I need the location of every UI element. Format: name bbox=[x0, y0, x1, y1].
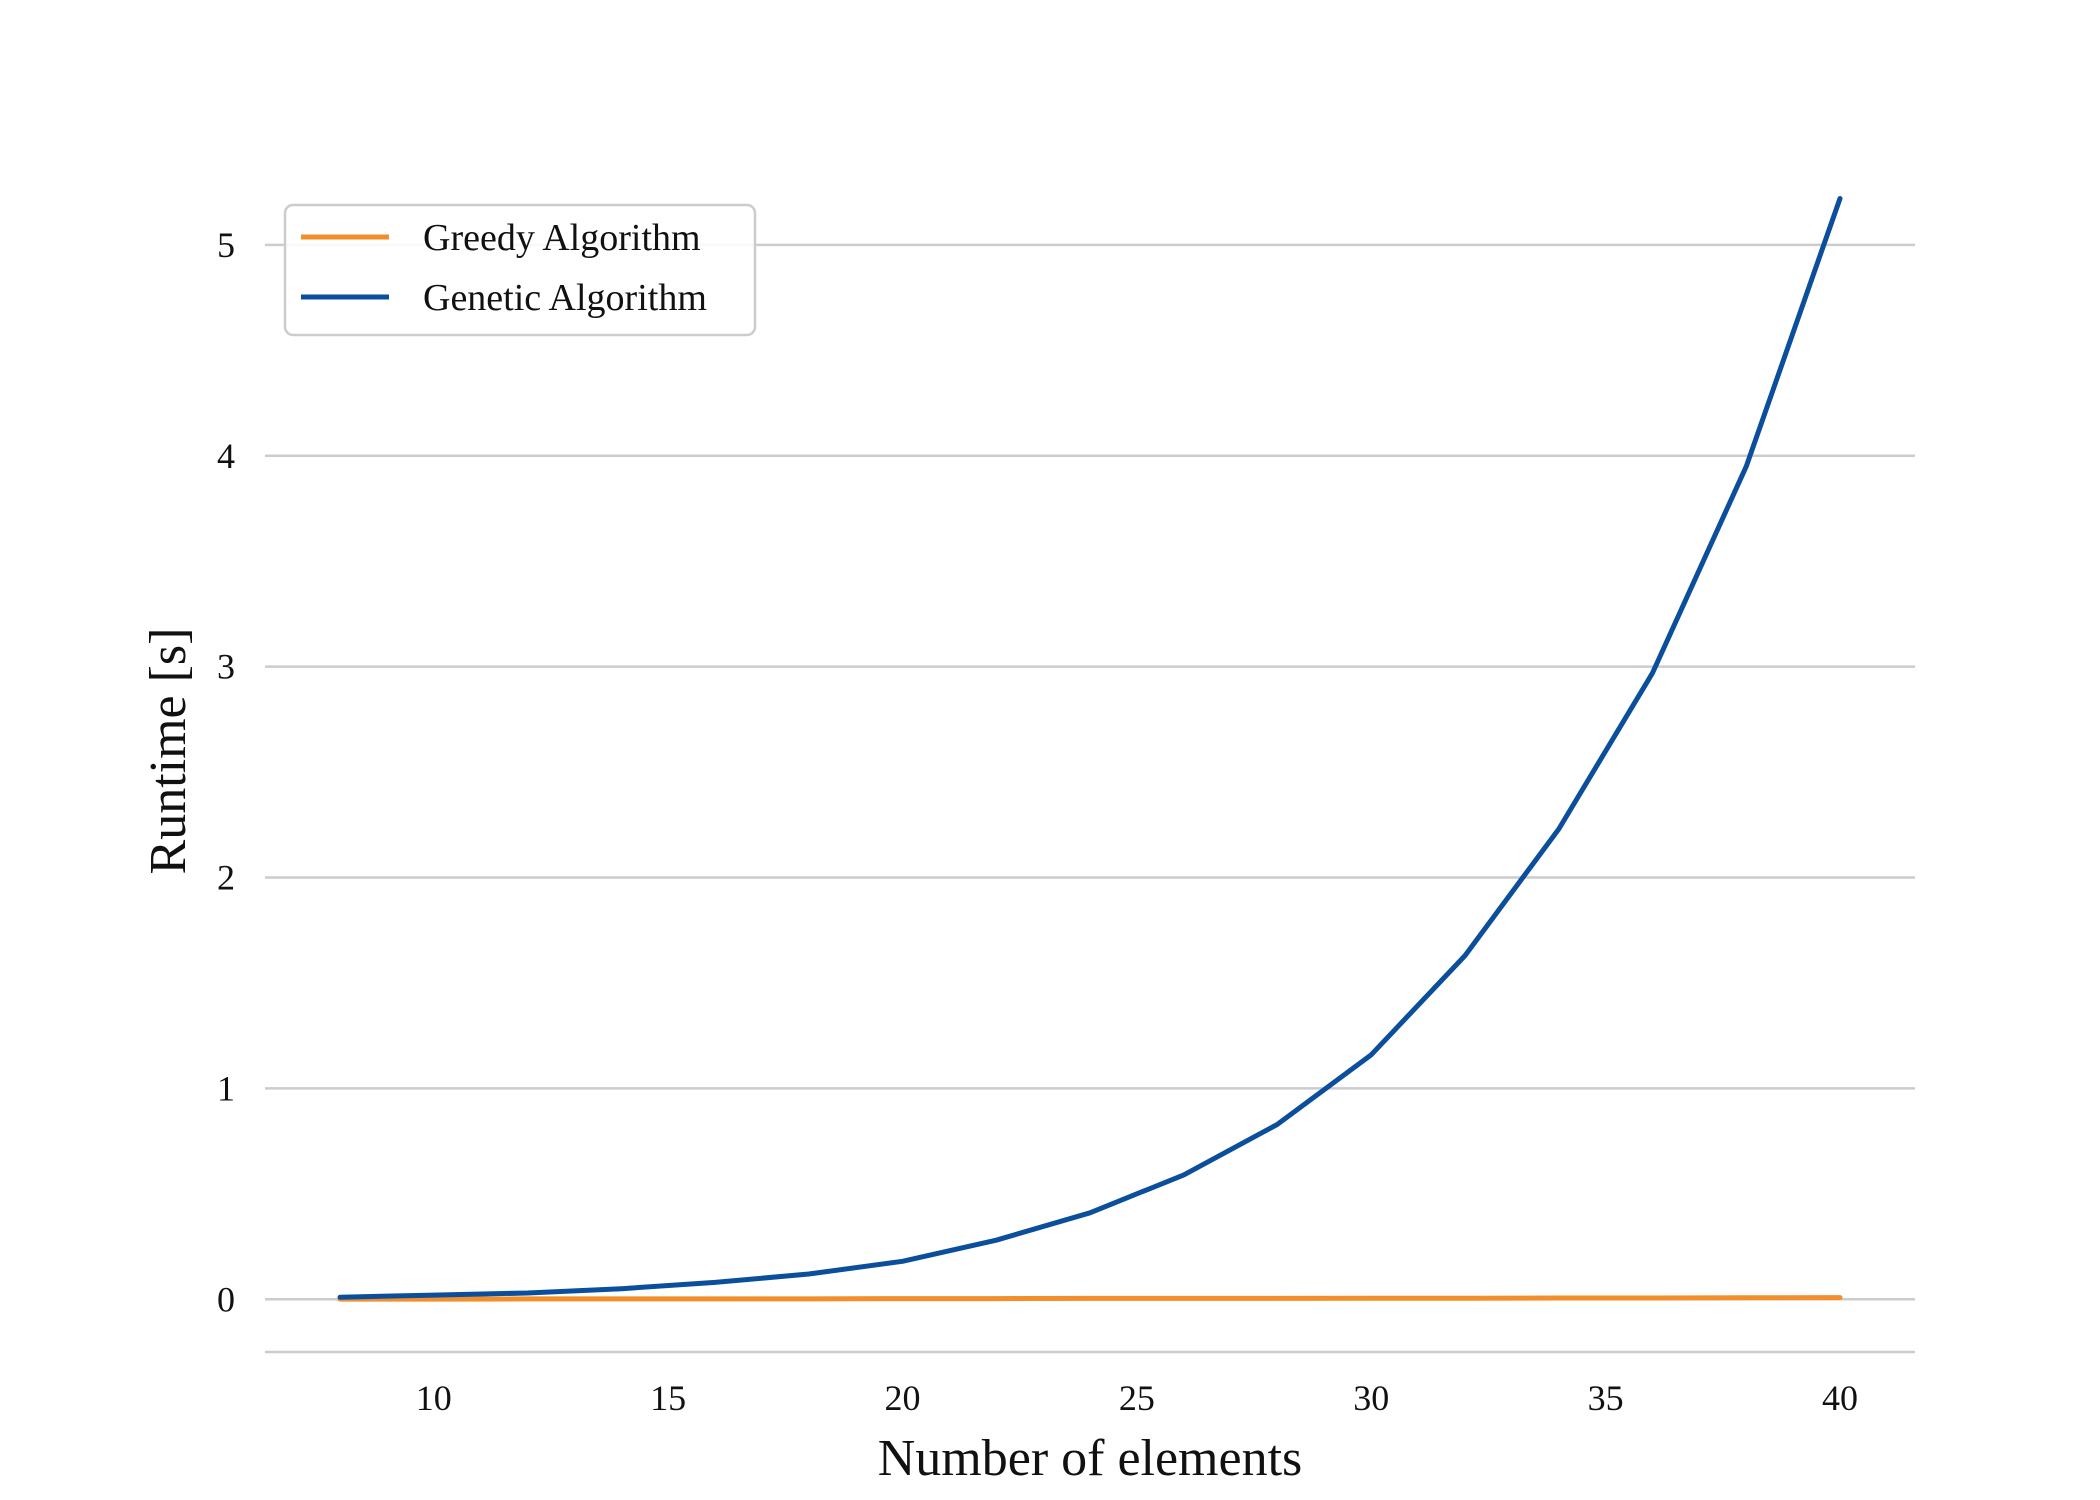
series-line-genetic bbox=[337, 196, 1843, 1300]
series-lines bbox=[337, 196, 1843, 1302]
x-tick-15: 15 bbox=[650, 1378, 686, 1418]
y-tick-1: 1 bbox=[217, 1068, 235, 1108]
x-tick-25: 25 bbox=[1119, 1378, 1155, 1418]
legend-label-greedy: Greedy Algorithm bbox=[423, 217, 701, 259]
x-tick-labels: 10 15 20 25 30 35 40 bbox=[416, 1378, 1858, 1418]
x-tick-20: 20 bbox=[885, 1378, 921, 1418]
x-tick-35: 35 bbox=[1588, 1378, 1624, 1418]
grid-lines bbox=[265, 243, 1915, 1301]
y-tick-labels: 0 1 2 3 4 5 bbox=[217, 225, 235, 1319]
x-axis-title: Number of elements bbox=[878, 1430, 1303, 1487]
y-tick-5: 5 bbox=[217, 225, 235, 265]
series-line-greedy bbox=[337, 1295, 1843, 1302]
legend-label-genetic: Genetic Algorithm bbox=[423, 277, 707, 319]
y-tick-3: 3 bbox=[217, 647, 235, 687]
y-tick-2: 2 bbox=[217, 858, 235, 898]
y-tick-4: 4 bbox=[217, 436, 235, 476]
legend: Greedy Algorithm Genetic Algorithm bbox=[283, 203, 757, 337]
x-tick-30: 30 bbox=[1353, 1378, 1389, 1418]
y-axis-title: Runtime [s] bbox=[140, 628, 197, 875]
x-tick-10: 10 bbox=[416, 1378, 452, 1418]
x-tick-40: 40 bbox=[1822, 1378, 1858, 1418]
y-tick-0: 0 bbox=[217, 1279, 235, 1319]
legend-box bbox=[283, 203, 757, 337]
